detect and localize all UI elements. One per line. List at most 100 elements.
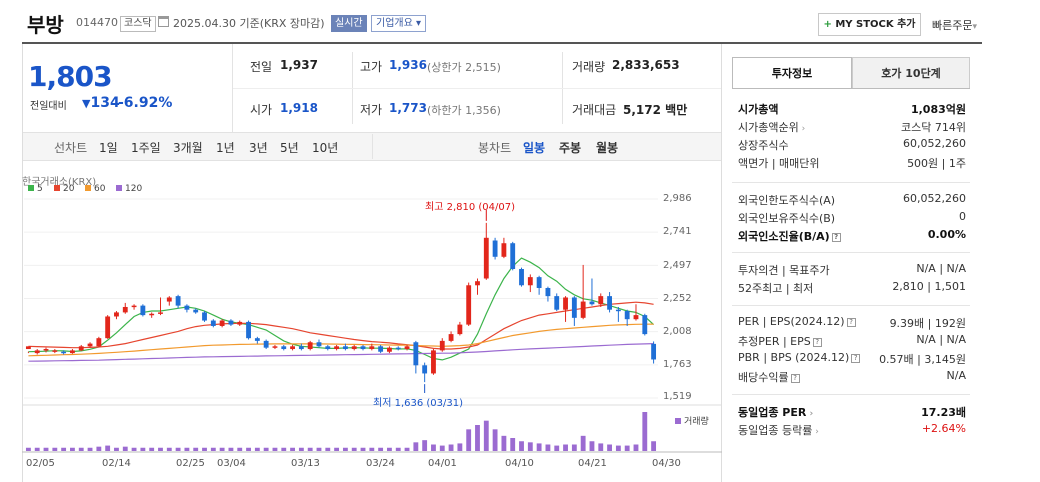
volume-bar xyxy=(219,447,225,451)
candle-body xyxy=(571,297,577,318)
legend-ma120: 120 xyxy=(116,184,142,194)
info-row[interactable]: PBR | BPS (2024.12)? 0.57배 | 3,145원 xyxy=(738,351,966,369)
period-3y[interactable]: 3년 xyxy=(249,141,268,155)
volume-bar xyxy=(307,447,313,451)
candle-body xyxy=(175,296,181,306)
candle-body xyxy=(131,305,137,308)
candle-body xyxy=(439,340,445,351)
help-icon[interactable]: ? xyxy=(851,353,861,363)
prev-close-value: 1,937 xyxy=(280,58,318,72)
help-icon[interactable]: ? xyxy=(790,373,800,383)
help-icon[interactable]: ? xyxy=(812,337,822,347)
period-3m[interactable]: 3개월 xyxy=(173,141,203,155)
volume-bar xyxy=(492,429,498,451)
candle-body xyxy=(184,305,190,310)
candle-body xyxy=(87,343,93,347)
period-5y[interactable]: 5년 xyxy=(280,141,299,155)
candle-body xyxy=(360,346,366,350)
period-1w[interactable]: 1주일 xyxy=(131,141,161,155)
candle-monthly[interactable]: 월봉 xyxy=(596,141,619,155)
candle-body xyxy=(475,281,480,286)
info-value: 60,052,260 xyxy=(903,192,966,205)
info-row[interactable]: 동일업종 등락률 › +2.64% xyxy=(738,422,966,440)
info-label: 동일업종 등락률 › xyxy=(738,424,819,437)
info-row: 상장주식수 60,052,260 xyxy=(738,137,966,155)
volume-bar xyxy=(298,447,304,451)
period-1y[interactable]: 1년 xyxy=(216,141,235,155)
candle-body xyxy=(96,338,102,347)
volume-bar xyxy=(52,447,58,451)
volume-bar xyxy=(140,447,146,451)
volume-bar xyxy=(501,435,507,451)
info-row[interactable]: 추정PER | EPS? N/A | N/A xyxy=(738,333,966,351)
change-value: ▼134 xyxy=(82,95,120,111)
info-row[interactable]: 시가총액순위 › 코스닥 714위 xyxy=(738,119,966,137)
company-info-button[interactable]: 기업개요 ▾ xyxy=(371,15,427,32)
info-row[interactable]: 동일업종 PER › 17.23배 xyxy=(738,404,966,422)
candle-body xyxy=(298,346,304,350)
chevron-right-icon: › xyxy=(806,409,814,419)
info-label: 동일업종 PER › xyxy=(738,406,814,419)
info-label: 외국인보유주식수(B) xyxy=(738,212,836,225)
stock-code: 014470 xyxy=(76,16,118,29)
help-icon[interactable]: ? xyxy=(846,317,856,327)
volume-bar xyxy=(25,447,31,451)
low-label: 저가 xyxy=(360,103,383,117)
period-1d[interactable]: 1일 xyxy=(99,141,118,155)
volume-bar xyxy=(378,447,384,451)
candle-weekly[interactable]: 주봉 xyxy=(559,141,582,155)
candle-body xyxy=(351,346,357,350)
candle-body xyxy=(589,301,595,305)
candle-body xyxy=(466,285,472,325)
info-label: 외국인한도주식수(A) xyxy=(738,194,836,207)
quick-order-button[interactable]: 빠른주문▾ xyxy=(932,17,977,33)
info-value: 0 xyxy=(959,210,966,223)
candle-body xyxy=(272,346,278,348)
candle-body xyxy=(563,297,568,310)
candle-body xyxy=(334,346,340,350)
x-tick: 02/05 xyxy=(26,458,55,469)
info-label: 액면가 | 매매단위 xyxy=(738,157,820,170)
candle-body xyxy=(316,342,322,347)
info-row[interactable]: 외국인소진율(B/A)? 0.00% xyxy=(738,228,966,246)
info-row: 투자의견 | 목표주가 N/A | N/A xyxy=(738,262,966,280)
volume-bar xyxy=(483,420,489,451)
info-value: N/A xyxy=(946,369,966,382)
volume-bar xyxy=(193,447,199,451)
low-value: 1,773 xyxy=(389,101,427,115)
y-tick: 2,986 xyxy=(663,193,692,204)
down-triangle-icon: ▼ xyxy=(82,97,91,110)
candle-body xyxy=(448,334,454,341)
candle-body xyxy=(510,243,516,269)
info-value: 2,810 | 1,501 xyxy=(892,280,966,293)
candle-body xyxy=(413,342,419,366)
y-tick: 2,497 xyxy=(663,260,692,271)
chart-panel xyxy=(22,44,722,482)
candle-body xyxy=(254,338,260,341)
info-row[interactable]: PER | EPS(2024.12)? 9.39배 | 192원 xyxy=(738,315,966,333)
tab-orderbook[interactable]: 호가 10단계 xyxy=(852,57,970,89)
x-tick: 02/14 xyxy=(102,458,131,469)
section-divider xyxy=(732,394,970,395)
divider xyxy=(233,88,721,89)
period-10y[interactable]: 10년 xyxy=(312,141,339,155)
info-value: 코스닥 714위 xyxy=(901,121,966,134)
info-row[interactable]: 배당수익률? N/A xyxy=(738,369,966,387)
volume-bar xyxy=(624,445,630,451)
candle-body xyxy=(70,350,75,354)
candle-daily[interactable]: 일봉 xyxy=(523,141,546,155)
volume-bar xyxy=(61,447,67,451)
candle-body xyxy=(378,346,384,352)
calendar-icon xyxy=(158,16,169,27)
candle-body xyxy=(422,365,428,374)
x-tick: 04/30 xyxy=(652,458,681,469)
help-icon[interactable]: ? xyxy=(831,232,841,242)
add-mystock-button[interactable]: + MY STOCK 추가 xyxy=(818,13,921,36)
volume-bar xyxy=(149,447,155,451)
candle-body xyxy=(210,320,216,326)
candle-body xyxy=(219,320,225,326)
info-label: 시가총액순위 › xyxy=(738,121,806,134)
candle-body xyxy=(580,301,586,318)
tab-investment-info[interactable]: 투자정보 xyxy=(732,57,852,89)
